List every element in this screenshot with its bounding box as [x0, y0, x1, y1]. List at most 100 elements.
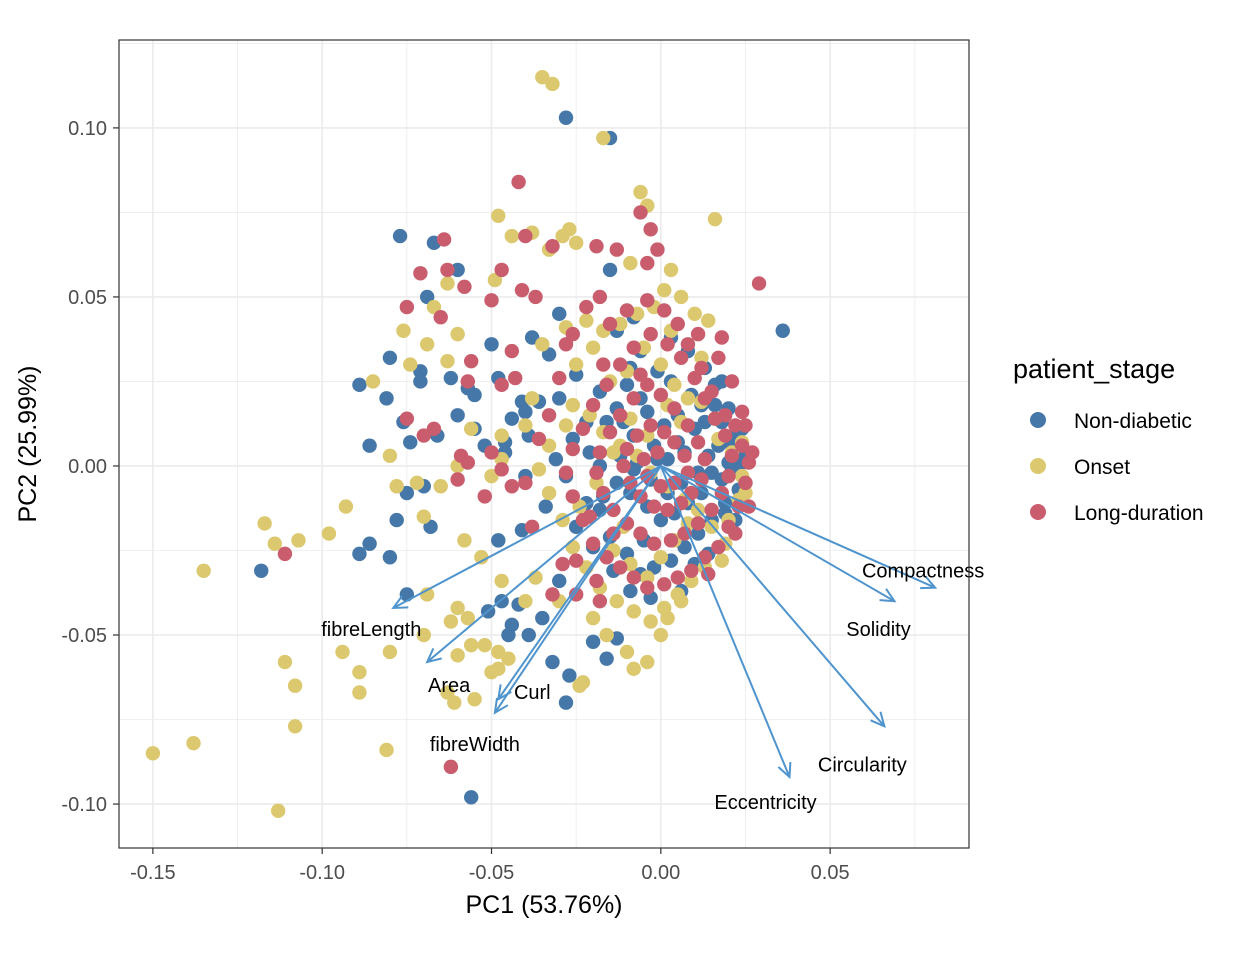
point-onset — [707, 211, 723, 227]
point-long-duration — [640, 377, 655, 393]
point-long-duration — [457, 279, 472, 294]
y-tick-label: 0.10 — [68, 118, 107, 140]
legend-title: patient_stage — [1013, 354, 1175, 384]
point-non-diabetic — [450, 262, 465, 278]
point-onset — [352, 685, 367, 700]
point-onset — [518, 418, 533, 433]
point-onset — [426, 299, 442, 315]
point-onset — [687, 306, 702, 322]
point-long-duration — [585, 536, 601, 551]
point-onset — [535, 337, 550, 352]
point-non-diabetic — [535, 610, 550, 626]
point-long-duration — [592, 289, 608, 305]
point-non-diabetic — [518, 404, 533, 420]
point-long-duration — [440, 262, 455, 278]
point-long-duration — [643, 418, 658, 433]
loading-label-curl: Curl — [514, 682, 551, 704]
y-tick-label: -0.05 — [61, 625, 107, 647]
point-onset — [504, 228, 520, 244]
point-onset — [565, 397, 580, 413]
point-non-diabetic — [463, 790, 479, 805]
arrow-compactness — [660, 465, 936, 589]
point-non-diabetic — [599, 651, 614, 666]
point-long-duration — [650, 445, 665, 460]
point-non-diabetic — [352, 377, 367, 393]
loading-label-fibrewidth: fibreWidth — [430, 734, 520, 756]
point-non-diabetic — [467, 387, 482, 403]
point-long-duration — [690, 326, 706, 342]
point-long-duration — [673, 350, 689, 365]
point-long-duration — [660, 337, 675, 352]
point-onset — [494, 452, 509, 467]
point-non-diabetic — [389, 512, 404, 528]
point-long-duration — [697, 391, 713, 406]
point-onset — [338, 499, 354, 514]
point-long-duration — [728, 418, 743, 433]
point-non-diabetic — [704, 465, 719, 480]
point-long-duration — [680, 418, 696, 433]
point-long-duration — [565, 489, 580, 504]
point-non-diabetic — [619, 377, 635, 393]
point-long-duration — [663, 533, 679, 548]
point-long-duration — [443, 759, 459, 775]
point-non-diabetic — [660, 452, 675, 467]
point-onset — [568, 357, 584, 372]
point-long-duration — [565, 441, 580, 457]
point-non-diabetic — [585, 634, 601, 649]
point-long-duration — [504, 343, 520, 359]
point-onset — [633, 184, 648, 200]
point-onset — [501, 651, 516, 666]
point-non-diabetic — [552, 306, 567, 322]
point-onset — [443, 614, 459, 629]
point-long-duration — [484, 445, 499, 460]
point-non-diabetic — [443, 370, 459, 386]
point-non-diabetic — [362, 438, 377, 453]
legend-key-onset — [1030, 458, 1046, 474]
point-non-diabetic — [254, 563, 269, 578]
point-onset — [457, 533, 472, 548]
legend-key-non-diabetic — [1030, 412, 1046, 428]
point-onset — [531, 462, 547, 477]
legend: patient_stage Non-diabetic Onset Long-dura… — [1013, 354, 1204, 525]
point-non-diabetic — [521, 627, 536, 643]
point-long-duration — [518, 228, 533, 244]
arrow-eccentricity — [659, 465, 791, 778]
point-onset — [636, 340, 652, 355]
point-onset — [585, 340, 601, 355]
arrow-circularity — [660, 465, 886, 727]
point-long-duration — [612, 357, 628, 372]
point-long-duration — [697, 452, 713, 467]
point-long-duration — [589, 465, 604, 480]
point-onset — [396, 323, 411, 338]
point-non-diabetic — [565, 431, 580, 447]
point-onset — [609, 594, 625, 609]
point-non-diabetic — [552, 391, 567, 406]
point-onset — [684, 573, 699, 589]
point-onset — [579, 313, 594, 328]
point-long-duration — [670, 316, 685, 332]
point-long-duration — [643, 222, 658, 237]
point-non-diabetic — [423, 519, 438, 535]
point-onset — [701, 313, 716, 328]
point-long-duration — [657, 303, 672, 318]
point-non-diabetic — [413, 374, 428, 389]
x-tick-label: 0.05 — [811, 862, 850, 884]
point-onset — [653, 550, 669, 565]
point-non-diabetic — [504, 411, 520, 426]
point-long-duration — [697, 550, 713, 565]
point-non-diabetic — [582, 445, 597, 460]
point-long-duration — [450, 472, 465, 487]
point-non-diabetic — [403, 435, 418, 450]
legend-label-non-diabetic: Non-diabetic — [1074, 410, 1192, 433]
point-onset — [335, 644, 350, 660]
point-long-duration — [711, 539, 726, 555]
point-onset — [467, 692, 482, 707]
point-long-duration — [508, 370, 523, 386]
point-onset — [416, 509, 431, 524]
point-onset — [653, 627, 669, 643]
point-long-duration — [596, 485, 611, 501]
x-tick-label: -0.15 — [130, 862, 176, 884]
point-long-duration — [667, 435, 682, 450]
point-non-diabetic — [379, 391, 394, 406]
point-onset — [352, 665, 367, 680]
